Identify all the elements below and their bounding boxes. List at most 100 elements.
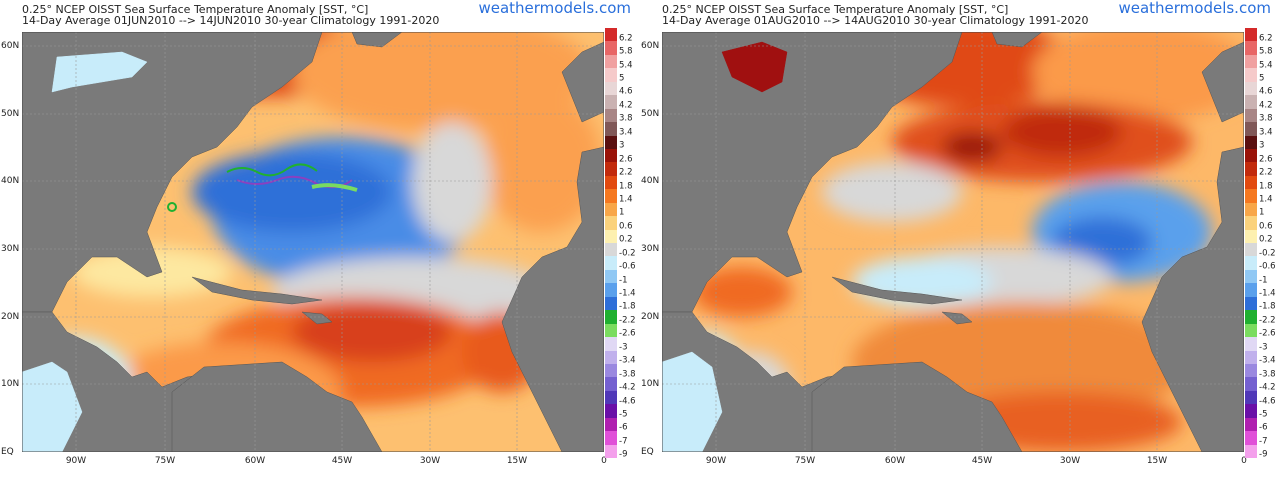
colorbar-tick-label: 3 [619,140,625,151]
panel-title: 0.25° NCEP OISST Sea Surface Temperature… [22,3,369,16]
colorbar-swatch [605,229,617,243]
colorbar-tick-label: 5.4 [1259,60,1273,71]
lat-label-10n: 10N [1,379,20,389]
lon-label-45w: 45W [331,456,353,466]
lat-label-50n: 50N [641,109,660,119]
colorbar-tick-label: 5.8 [1259,46,1273,57]
graticule [662,32,1244,452]
brand-logo-text[interactable]: weathermodels.com [1118,0,1271,17]
colorbar-swatch [605,122,617,136]
lat-label-30n: 30N [641,244,660,254]
colorbar-tick-label: 1.4 [619,194,633,205]
colorbar-swatch [1245,28,1257,42]
colorbar-swatch [605,135,617,149]
lon-label-45w: 45W [971,456,993,466]
colorbar-tick-label: -3 [619,342,628,353]
colorbar-tick-label: -1.8 [1259,301,1276,312]
colorbar-tick-label: 1 [619,207,625,218]
colorbar-tick-label: -4.6 [1259,396,1276,407]
colorbar-tick-label: -2.6 [619,328,636,339]
colorbar-tick-label: 4.6 [1259,86,1273,97]
colorbar-tick-label: -1 [619,275,628,286]
colorbar-tick-label: 1 [1259,207,1265,218]
lat-label-30n: 30N [1,244,20,254]
colorbar-tick-label: -9 [1259,449,1268,460]
colorbar-swatch [1245,404,1257,418]
colorbar-swatch [1245,135,1257,149]
colorbar-swatch [605,216,617,230]
colorbar-tick-label: -6 [1259,422,1268,433]
colorbar-swatch [605,417,617,432]
colorbar-swatch [605,95,617,109]
colorbar-swatch [1245,108,1257,123]
map-canvas [662,32,1244,452]
colorbar-swatch [605,108,617,123]
lon-label-90w: 90W [705,456,727,466]
colorbar-tick-label: -7 [619,436,628,447]
colorbar-tick-label: 6.2 [619,33,633,44]
colorbar-swatch [1245,337,1257,351]
colorbar-tick-label: 4.2 [1259,100,1273,111]
brand-logo-text[interactable]: weathermodels.com [478,0,631,17]
colorbar-tick-label: 3.8 [1259,113,1273,124]
colorbar-swatch [1245,68,1257,82]
colorbar-tick-label: 5.4 [619,60,633,71]
sst-anomaly-map[interactable] [662,32,1244,452]
lon-label-0: 0 [601,456,607,466]
graticule [22,32,604,452]
sst-panel-august: 0.25° NCEP OISST Sea Surface Temperature… [640,0,1280,480]
colorbar-swatch [605,68,617,82]
colorbar-swatch [1245,81,1257,96]
colorbar-swatch [1245,189,1257,203]
colorbar-swatch [1245,350,1257,364]
colorbar-tick-label: 6.2 [1259,33,1273,44]
colorbar-tick-label: -4.2 [619,382,636,393]
colorbar-tick-label: -5 [1259,409,1268,420]
colorbar-tick-label: -2.2 [619,315,636,326]
sst-anomaly-map[interactable] [22,32,604,452]
colorbar-swatch [1245,41,1257,55]
colorbar-tick-label: -1.4 [1259,288,1276,299]
colorbar-tick-label: 2.2 [619,167,633,178]
lat-label-60n: 60N [641,41,660,51]
colorbar-tick-label: 5.8 [619,46,633,57]
colorbar-swatch [605,323,617,338]
lon-label-15w: 15W [506,456,528,466]
colorbar-swatch [605,404,617,418]
lat-label-40n: 40N [1,176,20,186]
colorbar-swatch [605,202,617,217]
colorbar-tick-label: 1.4 [1259,194,1273,205]
colorbar-swatch [1245,243,1257,257]
colorbar-swatch [1245,363,1257,378]
colorbar-tick-label: -0.2 [1259,248,1276,259]
lon-label-60w: 60W [884,456,906,466]
colorbar-tick-label: 2.6 [1259,154,1273,165]
lat-label-40n: 40N [641,176,660,186]
colorbar-tick-label: 3 [1259,140,1265,151]
colorbar-tick-label: -3 [1259,342,1268,353]
colorbar-tick-label: 0.2 [1259,234,1273,245]
lat-label-20n: 20N [1,312,20,322]
colorbar-tick-label: 2.6 [619,154,633,165]
colorbar-tick-label: -0.6 [1259,261,1276,272]
colorbar-swatch [605,243,617,257]
panel-subtitle: 14-Day Average 01AUG2010 --> 14AUG2010 3… [662,14,1089,27]
colorbar-tick-label: -3.4 [619,355,636,366]
colorbar [605,28,617,458]
colorbar-tick-label: 0.6 [1259,221,1273,232]
colorbar-swatch [1245,269,1257,284]
colorbar-tick-label: -3.4 [1259,355,1276,366]
colorbar-tick-label: -7 [1259,436,1268,447]
colorbar-tick-label: 4.2 [619,100,633,111]
colorbar-swatch [605,363,617,378]
lon-label-90w: 90W [65,456,87,466]
colorbar-swatch [1245,122,1257,136]
colorbar-swatch [605,350,617,364]
lat-label-eq: EQ [641,447,654,457]
colorbar-swatch [605,81,617,96]
colorbar-swatch [605,431,617,445]
colorbar-swatch [1245,390,1257,405]
colorbar-tick-label: 3.4 [1259,127,1273,138]
colorbar-tick-label: 4.6 [619,86,633,97]
lon-label-0: 0 [1241,456,1247,466]
